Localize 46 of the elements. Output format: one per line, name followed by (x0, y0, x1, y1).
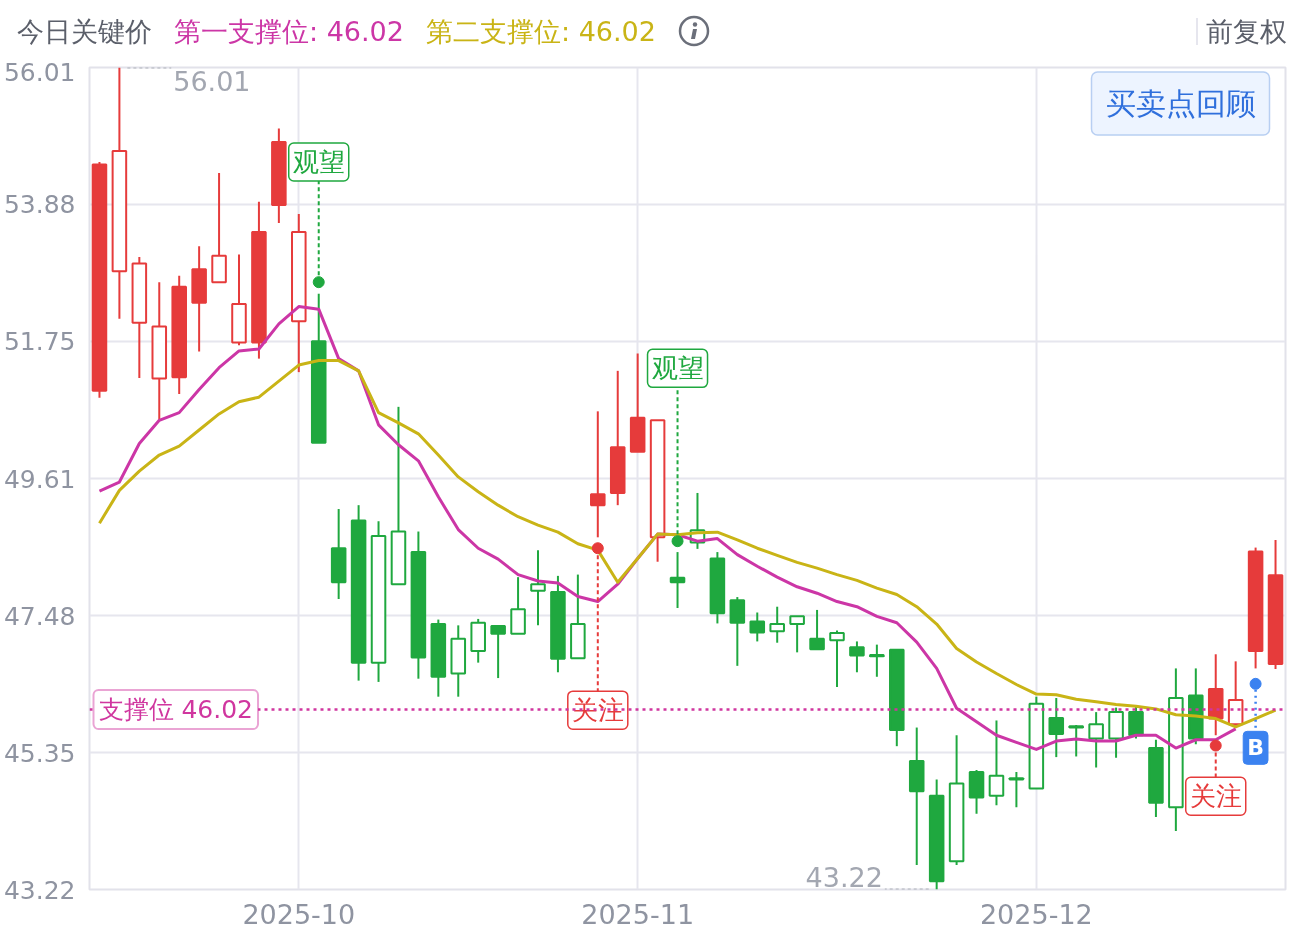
candlestick (1068, 723, 1084, 758)
annotation: 56.01 (173, 65, 251, 97)
candlestick (530, 549, 546, 627)
chart-title: 今日关键价 (17, 15, 152, 47)
candlestick (590, 410, 606, 539)
candlestick (789, 615, 805, 654)
annotation: 43.22 (805, 861, 883, 893)
point (312, 276, 325, 289)
data-label: 观望 (651, 353, 704, 384)
candlestick (849, 640, 865, 674)
candlestick (1088, 711, 1104, 769)
x-tick-label: 2025-10 (242, 898, 356, 930)
y-tick-label: 47.48 (3, 601, 76, 631)
candlestick (809, 608, 825, 651)
point (591, 542, 604, 555)
y-tick-label: 45.35 (3, 738, 76, 768)
y-tick-label: 51.75 (3, 327, 76, 357)
candlestick (869, 643, 885, 678)
text: 前复权 (1196, 15, 1287, 47)
text: 第一支撑位: 46.02 (174, 15, 404, 47)
ref-line-label: 支撑位 46.02 (98, 695, 254, 725)
y-tick-label: 56.01 (3, 57, 76, 87)
data-label: 观望 (292, 147, 345, 178)
y-tick-label: 53.88 (3, 190, 76, 220)
point (1209, 739, 1222, 752)
candlestick (669, 551, 686, 609)
candlestick (1008, 770, 1025, 809)
candlestick (749, 611, 766, 643)
candlestick (1048, 696, 1065, 759)
data-label: 关注 (1189, 781, 1242, 812)
x-tick-label: 2025-11 (581, 898, 695, 930)
data-label: B (1247, 735, 1264, 761)
x-tick-label: 2025-12 (979, 898, 1093, 930)
candlestick (769, 605, 785, 644)
candlestick (829, 629, 845, 689)
candlestick (729, 596, 746, 667)
point (1249, 677, 1262, 690)
data-label: 关注 (571, 695, 624, 726)
candlestick (490, 625, 506, 680)
candlestick (1128, 705, 1144, 740)
y-tick-label: 43.22 (3, 875, 76, 905)
text: 第二支撑位: 46.02 (425, 15, 656, 47)
annotation: 买卖点回顾 (1105, 86, 1256, 121)
point (671, 535, 684, 548)
y-tick-label: 49.61 (3, 464, 76, 494)
candlestick (988, 719, 1005, 807)
